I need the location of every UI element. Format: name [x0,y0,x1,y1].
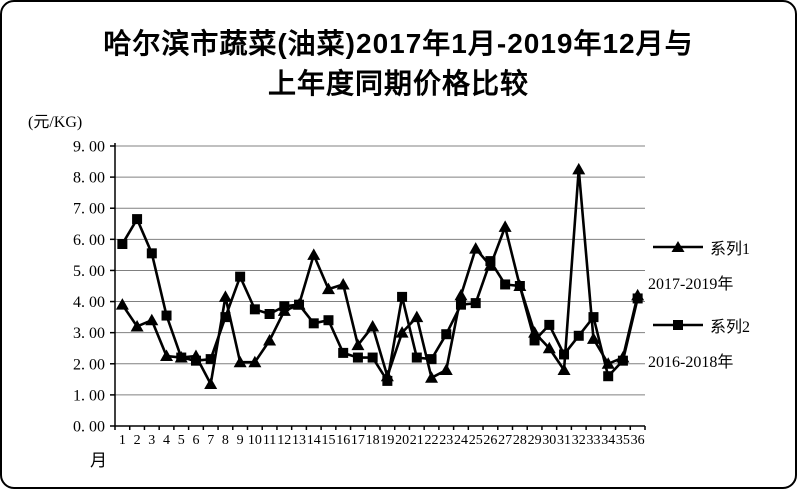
svg-text:8. 00: 8. 00 [73,170,105,187]
svg-text:29: 29 [528,433,542,448]
svg-text:7. 00: 7. 00 [73,201,105,218]
svg-text:3. 00: 3. 00 [73,325,105,342]
legend-series1-label: 系列1 [710,241,751,258]
square-marker-icon [653,320,703,330]
svg-text:36: 36 [631,433,645,448]
svg-text:23: 23 [439,433,453,448]
svg-text:22: 22 [425,433,439,448]
svg-text:20: 20 [395,433,409,448]
svg-text:12: 12 [277,433,291,448]
y-axis-unit-label: (元/KG) [28,114,83,131]
svg-text:5. 00: 5. 00 [73,263,105,280]
svg-text:32: 32 [572,433,586,448]
svg-text:2: 2 [134,433,141,448]
legend: 系列1 2017-2019年 系列2 2016-2018年 [648,238,795,372]
chart-title-line1: 哈尔滨市蔬菜(油菜)2017年1月-2019年12月与 [103,28,694,59]
svg-text:8: 8 [222,433,229,448]
x-axis-title: 月 [90,451,107,470]
svg-text:3: 3 [148,433,155,448]
svg-text:33: 33 [586,433,600,448]
legend-series2-period: 2016-2018年 [648,354,734,371]
svg-text:30: 30 [542,433,556,448]
svg-text:17: 17 [351,433,365,448]
svg-text:35: 35 [616,433,630,448]
svg-text:6. 00: 6. 00 [73,232,105,249]
svg-text:1: 1 [119,433,126,448]
svg-text:21: 21 [410,433,424,448]
svg-text:4. 00: 4. 00 [73,294,105,311]
legend-series2-label: 系列2 [710,319,751,336]
svg-text:7: 7 [207,433,214,448]
svg-text:26: 26 [483,433,497,448]
chart-title: 哈尔滨市蔬菜(油菜)2017年1月-2019年12月与 上年度同期价格比较 [2,24,795,104]
svg-text:11: 11 [263,433,276,448]
svg-text:14: 14 [307,433,321,448]
svg-text:1. 00: 1. 00 [73,387,105,404]
svg-text:34: 34 [601,433,615,448]
svg-text:9. 00: 9. 00 [73,139,105,156]
svg-text:16: 16 [336,433,350,448]
svg-text:6: 6 [192,433,199,448]
svg-text:2. 00: 2. 00 [73,356,105,373]
svg-text:25: 25 [469,433,483,448]
svg-text:5: 5 [178,433,185,448]
chart-title-line2: 上年度同期价格比较 [267,68,529,99]
legend-series1-period: 2017-2019年 [648,276,734,293]
legend-item-series2: 系列2 [648,316,795,336]
svg-text:19: 19 [380,433,394,448]
svg-text:27: 27 [498,433,512,448]
triangle-marker-icon [653,241,703,252]
svg-text:0. 00: 0. 00 [73,419,105,436]
svg-text:24: 24 [454,433,468,448]
svg-text:31: 31 [557,433,571,448]
svg-text:4: 4 [163,433,170,448]
svg-text:13: 13 [292,433,306,448]
svg-text:10: 10 [248,433,262,448]
svg-text:15: 15 [321,433,335,448]
line-chart-plot: 0. 00 1. 00 2. 00 3. 00 4. 00 5. 00 6. 00 7. 00… [73,139,646,448]
svg-text:9: 9 [237,433,244,448]
svg-text:18: 18 [366,433,380,448]
svg-text:28: 28 [513,433,527,448]
legend-item-series1: 系列1 [648,238,795,258]
